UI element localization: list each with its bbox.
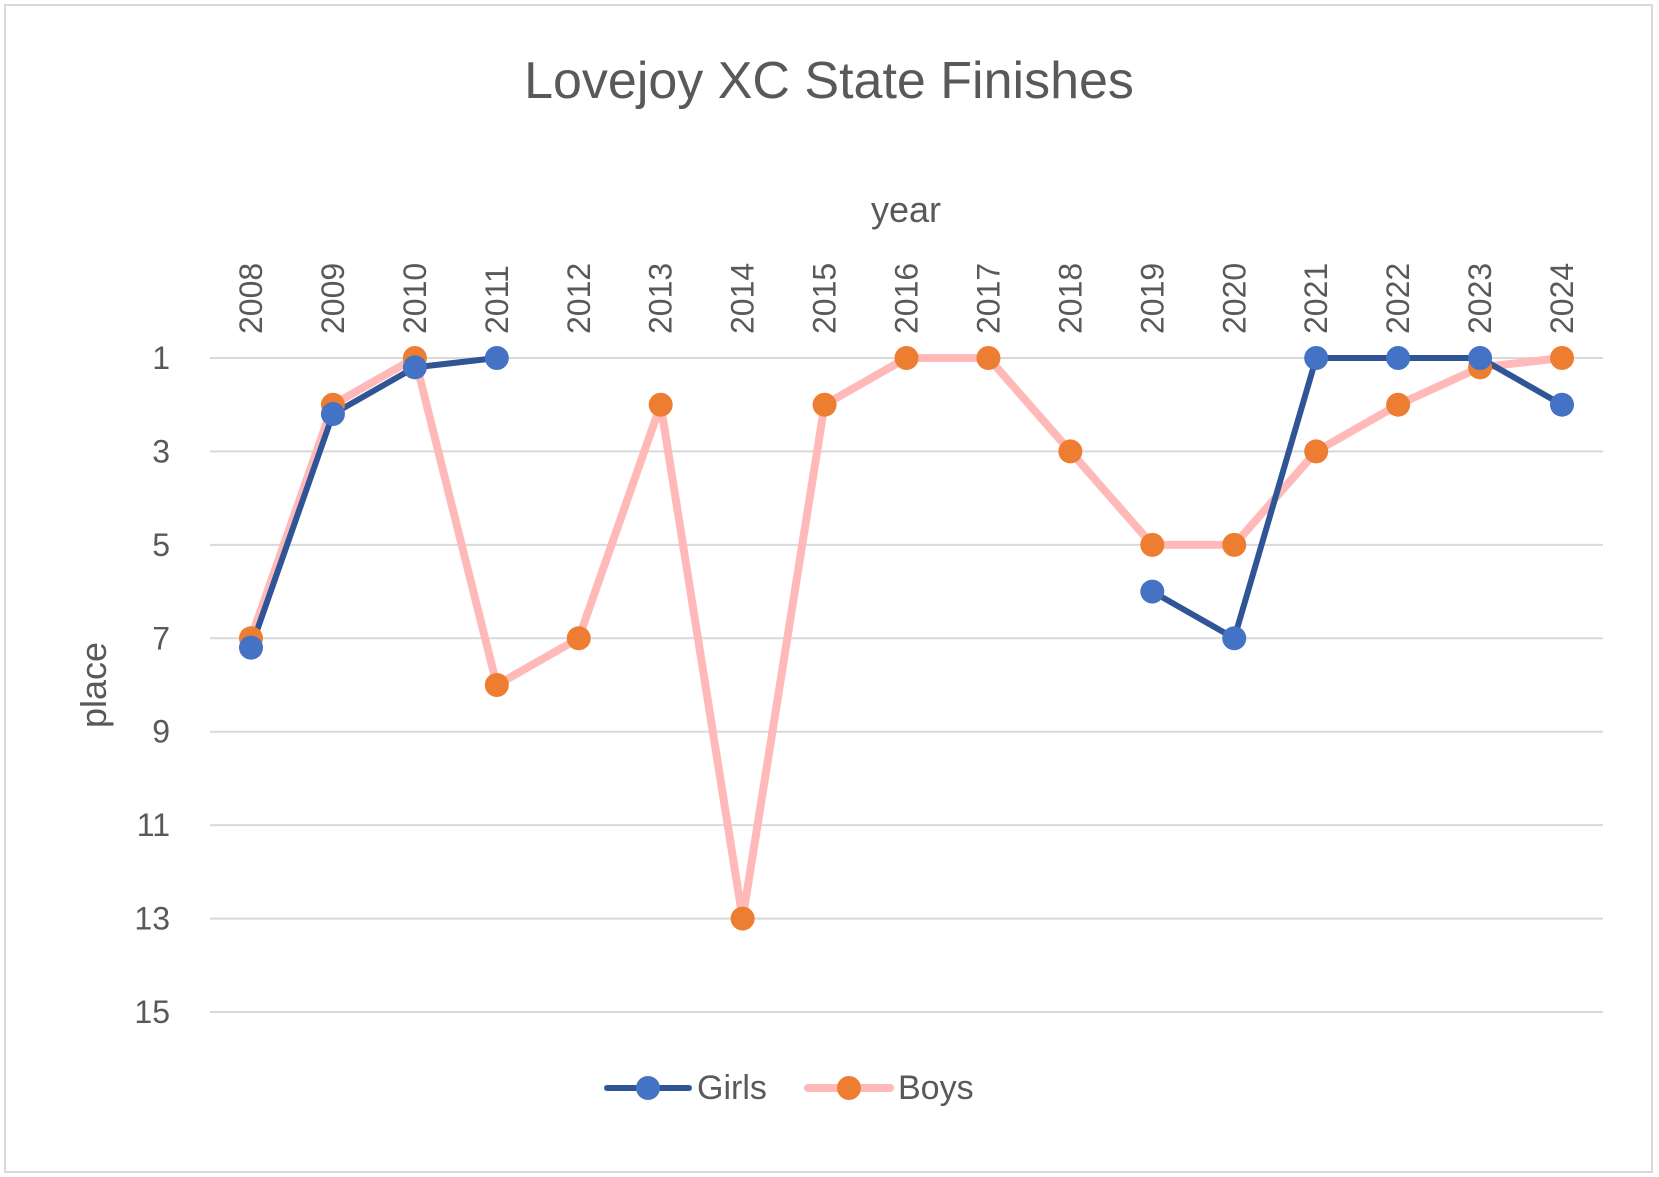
x-tick-label: 2014 [725,263,761,334]
x-tick-label: 2023 [1462,263,1498,334]
x-tick-label: 2009 [315,263,351,334]
boys-point-2022 [1386,392,1411,417]
gridlines [210,357,1603,1013]
y-tick-label: 1 [152,340,170,376]
boys-point-2018 [1058,439,1083,464]
x-tick-label: 2020 [1216,263,1252,334]
x-tick-label: 2019 [1134,263,1170,334]
boys-point-2020 [1222,532,1247,557]
girls-series-line-2 [1149,355,1565,642]
y-axis-title: place [73,642,114,728]
legend: Girls Boys [604,1069,974,1107]
chart-title: Lovejoy XC State Finishes [524,52,1134,110]
x-tick-label: 2016 [889,263,925,334]
x-tick-label: 2022 [1380,263,1416,334]
girls-point-2023 [1468,346,1493,370]
boys-point-2012 [566,626,591,651]
legend-marker-boys [837,1076,861,1100]
y-tick-label: 5 [152,527,170,563]
x-tick-label: 2017 [970,263,1006,334]
legend-label-girls: Girls [697,1069,767,1107]
x-tick-label: 2015 [807,263,843,334]
girls-point-2008 [239,635,263,660]
girls-point-2019 [1140,579,1165,604]
x-tick-label: 2013 [643,263,679,334]
series-markers [239,346,1574,931]
x-tick-label: 2011 [479,265,515,334]
girls-point-2009 [320,402,345,427]
boys-point-2021 [1304,439,1329,464]
girls-point-2020 [1222,626,1247,651]
girls-point-2010 [402,355,427,380]
legend-item-boys: Boys [804,1069,974,1107]
x-tick-label: 2021 [1298,263,1334,334]
boys-point-2019 [1140,532,1165,557]
x-tick-label: 2010 [397,263,433,334]
boys-point-2013 [648,392,673,417]
boys-point-2011 [484,673,509,697]
x-tick-label: 2024 [1544,263,1580,334]
girls-point-2022 [1386,346,1411,370]
girls-point-2021 [1304,346,1329,370]
boys-point-2017 [976,346,1001,370]
boys-point-2014 [730,906,755,931]
boys-point-2015 [812,392,837,417]
chart-frame [4,4,1653,1173]
legend-label-boys: Boys [898,1069,974,1107]
y-tick-label: 3 [152,433,170,469]
y-tick-label: 11 [137,807,170,843]
y-tick-label: 7 [152,620,170,656]
girls-point-2011 [484,346,509,370]
x-axis-title: year [871,189,941,230]
girls-series-line-1 [248,355,500,651]
x-tick-label: 2018 [1052,263,1088,334]
y-tick-label: 13 [134,901,170,937]
legend-item-girls: Girls [604,1069,767,1107]
girls-point-2024 [1550,392,1574,417]
x-tick-label: 2008 [233,263,269,334]
x-tick-labels: 2008 2009 2010 2011 2012 2013 2014 2015 2016 2017… [233,263,1580,334]
legend-marker-girls [636,1076,660,1100]
x-tick-label: 2012 [561,263,597,334]
boys-point-2016 [894,346,919,370]
y-tick-label: 9 [152,714,170,750]
boys-point-2024 [1550,346,1574,370]
y-tick-label: 15 [134,994,170,1030]
